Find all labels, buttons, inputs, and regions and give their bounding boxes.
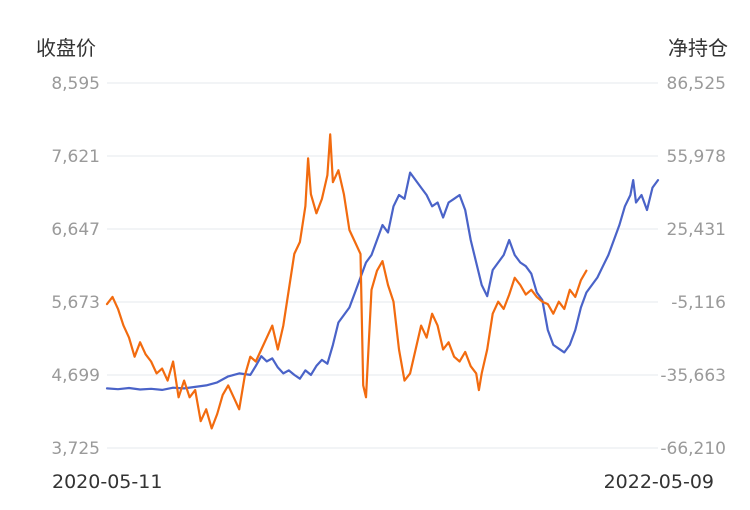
right-tick-label: -35,663 xyxy=(660,366,726,386)
left-axis-ticks: 8,595 7,621 6,647 5,673 4,699 3,725 xyxy=(51,74,100,459)
left-tick-label: 5,673 xyxy=(51,293,100,313)
left-tick-label: 3,725 xyxy=(51,439,100,459)
left-tick-label: 4,699 xyxy=(51,366,100,386)
right-axis-ticks: 86,525 55,978 25,431 -5,116 -35,663 -66,210 xyxy=(660,74,726,459)
x-end-label: 2022-05-09 xyxy=(604,471,714,493)
left-tick-label: 6,647 xyxy=(51,220,100,240)
position-series-line xyxy=(105,133,588,430)
right-tick-label: -66,210 xyxy=(660,439,726,459)
left-axis-title: 收盘价 xyxy=(36,36,96,60)
x-start-label: 2020-05-11 xyxy=(52,471,162,493)
right-tick-label: 55,978 xyxy=(667,147,726,167)
left-tick-label: 8,595 xyxy=(51,74,100,94)
right-tick-label: 86,525 xyxy=(667,74,726,94)
right-axis-title: 净持仓 xyxy=(668,36,728,60)
gridlines xyxy=(107,82,658,449)
right-tick-label: -5,116 xyxy=(671,293,726,313)
left-tick-label: 7,621 xyxy=(51,147,100,167)
plot-area xyxy=(105,133,660,430)
price-series-line xyxy=(105,171,660,391)
right-tick-label: 25,431 xyxy=(667,220,726,240)
